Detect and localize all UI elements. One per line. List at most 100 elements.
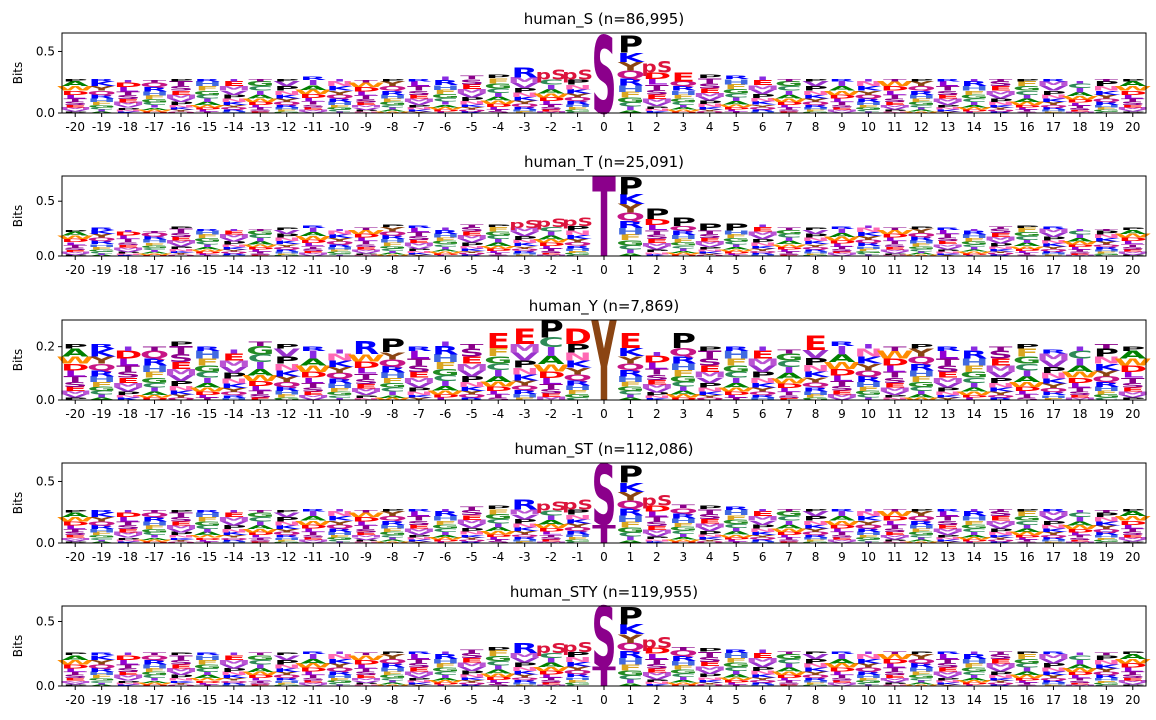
logo-letter: T xyxy=(1015,109,1039,112)
logo-letter: C xyxy=(618,674,643,681)
logo-letter: W xyxy=(1008,101,1046,106)
logo-letter: N xyxy=(219,528,248,533)
logo-letter: T xyxy=(645,515,669,523)
logo-letter: H xyxy=(907,239,936,244)
logo-letter: P xyxy=(618,603,643,630)
logo-letter: T xyxy=(169,228,193,235)
logo-column: S xyxy=(592,15,617,139)
x-tick-label: -16 xyxy=(171,550,191,564)
logo-letter: C xyxy=(538,226,563,233)
logo-letter: Q xyxy=(510,384,539,391)
logo-letter: W xyxy=(823,662,861,669)
logo-letter: G xyxy=(484,513,512,521)
logo-letter: W xyxy=(717,534,755,538)
logo-letter: T xyxy=(883,667,907,673)
logo-letter: I xyxy=(730,96,743,102)
logo-letter: Q xyxy=(1039,104,1068,108)
logo-letter: Y xyxy=(405,541,432,543)
logo-letter: E xyxy=(407,370,431,379)
logo-letter: M xyxy=(1036,80,1070,88)
logo-letter: F xyxy=(672,94,696,100)
logo-letter: V xyxy=(696,526,723,532)
logo-letter: Q xyxy=(669,506,698,515)
logo-letter: F xyxy=(962,237,986,242)
logo-letter: H xyxy=(1039,109,1068,112)
logo-letter: P xyxy=(168,652,193,656)
logo-letter: T xyxy=(196,254,220,256)
logo-letter: Y xyxy=(88,354,115,366)
logo-letter: A xyxy=(1014,242,1041,247)
logo-letter: C xyxy=(961,98,986,103)
logo-letter: S xyxy=(988,653,1013,661)
logo-letter: P xyxy=(697,221,722,233)
logo-letter: L xyxy=(540,100,562,105)
logo-letter: T xyxy=(116,238,140,243)
logo-letter: N xyxy=(933,107,962,111)
logo-letter: Q xyxy=(166,541,195,543)
logo-letter: Q xyxy=(510,248,539,252)
x-tick-label: 13 xyxy=(940,550,955,564)
logo-letter: P xyxy=(486,646,511,651)
logo-letter: C xyxy=(486,234,511,240)
logo-letter: G xyxy=(378,674,406,679)
logo-letter: W xyxy=(770,243,808,248)
logo-letter: L xyxy=(831,374,853,383)
logo-letter: M xyxy=(164,667,198,673)
x-tick-label: 16 xyxy=(1019,263,1034,277)
logo-letter: R xyxy=(221,253,248,255)
x-tick-label: -2 xyxy=(545,407,557,421)
logo-letter: M xyxy=(455,234,489,240)
x-tick-label: 2 xyxy=(653,407,661,421)
logo-letter: S xyxy=(1120,101,1145,106)
logo-letter: T xyxy=(249,537,273,540)
logo-letter: F xyxy=(90,531,114,536)
logo-letter: E xyxy=(1068,109,1092,112)
logo-letter: H xyxy=(140,520,169,526)
logo-letter: N xyxy=(1092,234,1121,240)
logo-letter: R xyxy=(326,98,353,103)
logo-letter: P xyxy=(1120,227,1145,231)
logo-letter: H xyxy=(87,98,116,103)
x-tick-label: -9 xyxy=(360,550,372,564)
logo-letter: E xyxy=(698,87,722,94)
x-tick-label: -12 xyxy=(277,550,297,564)
x-tick-label: -15 xyxy=(198,693,218,707)
logo-letter: P xyxy=(63,509,88,513)
logo-letter: F xyxy=(513,254,537,256)
logo-letter: A xyxy=(961,386,988,392)
logo-letter: Q xyxy=(457,539,486,542)
logo-letter: T xyxy=(539,677,563,681)
logo-letter: A xyxy=(88,541,115,543)
logo-letter: I xyxy=(254,663,267,669)
x-tick-label: -16 xyxy=(171,407,191,421)
logo-letter: P xyxy=(1014,78,1039,82)
logo-letter: E xyxy=(936,240,960,245)
logo-letter: R xyxy=(88,524,115,530)
logo-letter: A xyxy=(194,101,221,106)
logo-letter: M xyxy=(217,659,251,666)
logo-letter: N xyxy=(642,681,671,685)
logo-letter: T xyxy=(354,372,378,381)
logo-letter: F xyxy=(143,242,167,246)
logo-letter: S xyxy=(63,247,88,251)
logo-letter: E xyxy=(460,354,484,366)
logo-letter: L xyxy=(434,397,456,401)
x-tick-label: -1 xyxy=(572,263,584,277)
logo-letter: H xyxy=(616,375,645,384)
y-axis-label: Bits xyxy=(11,635,25,658)
logo-letter: pS xyxy=(641,59,672,76)
logo-letter: K xyxy=(696,679,724,683)
logo-letter: V xyxy=(511,513,539,521)
logo-letter: R xyxy=(273,249,300,252)
